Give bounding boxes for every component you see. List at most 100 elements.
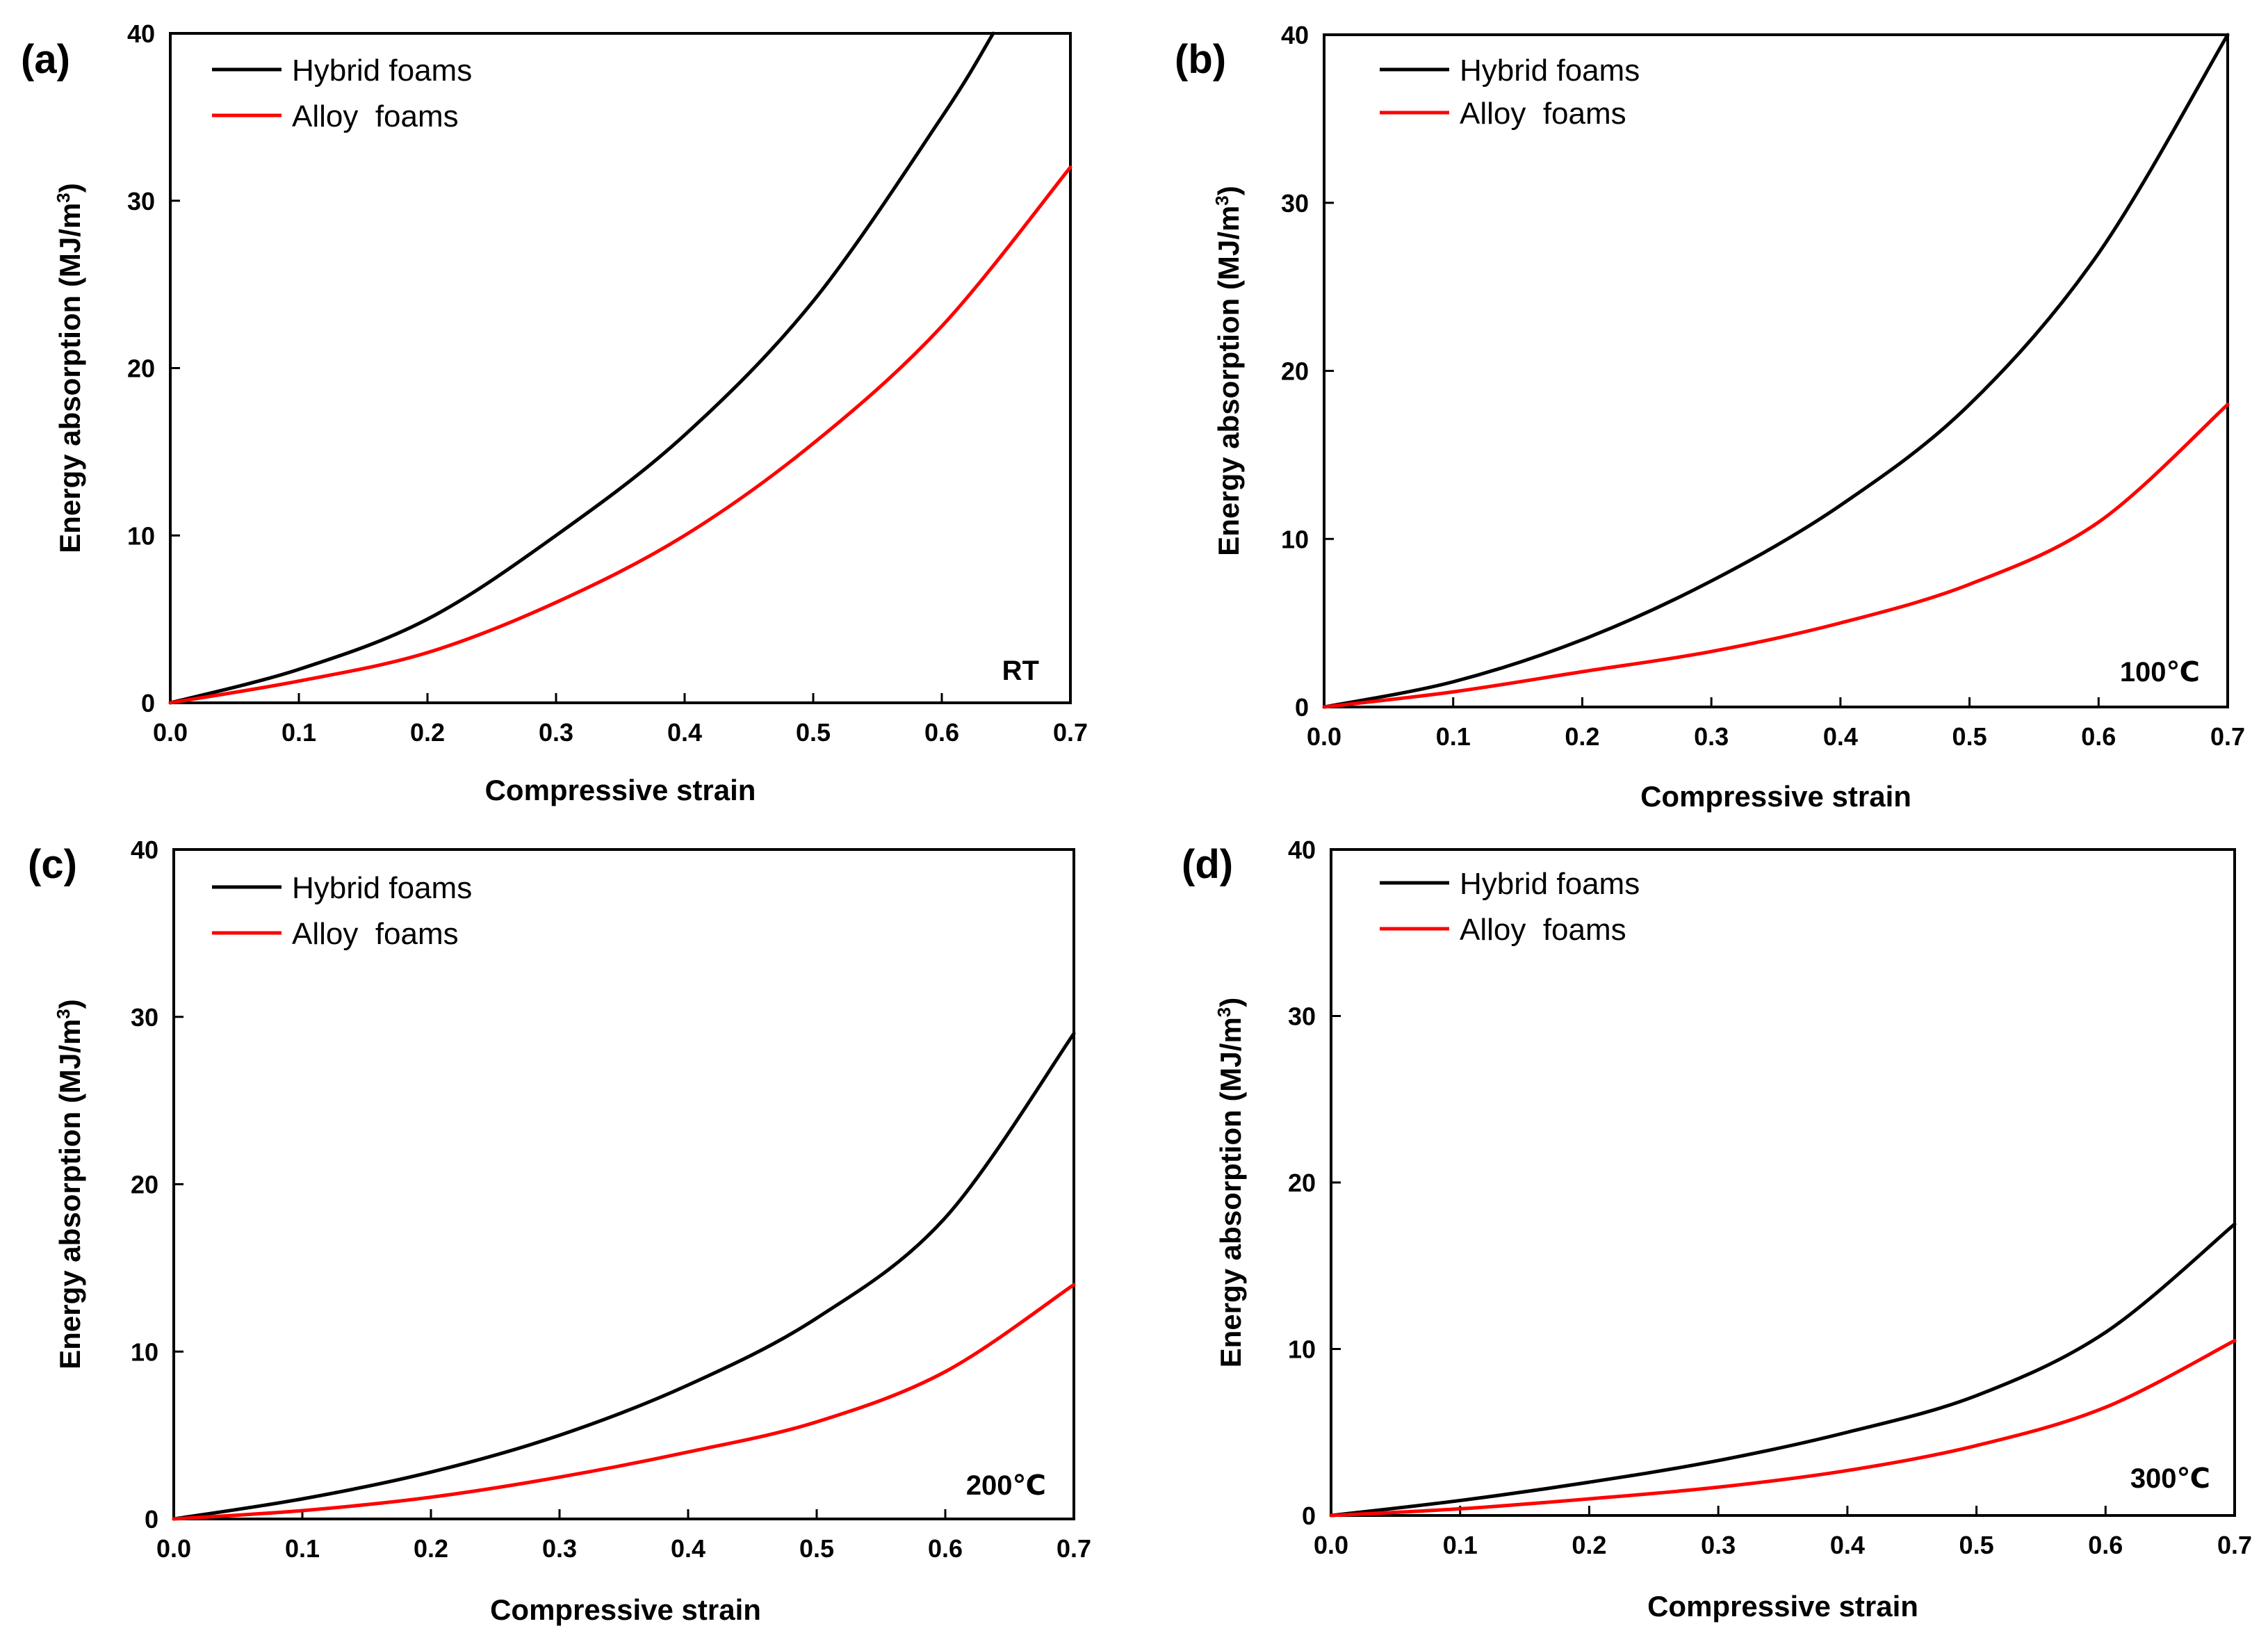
y-tick-label: 30 bbox=[127, 187, 155, 216]
x-tick-label: 0.1 bbox=[282, 718, 316, 747]
y-tick-label: 0 bbox=[1302, 1502, 1316, 1530]
y-tick-label: 30 bbox=[1281, 189, 1309, 218]
x-tick-label: 0.5 bbox=[796, 718, 831, 747]
y-tick-label: 20 bbox=[1281, 357, 1309, 386]
x-tick-label: 0.3 bbox=[542, 1534, 577, 1563]
x-axis-title: Compressive strain bbox=[1640, 780, 1911, 813]
y-axis-title-text: Energy absorption (MJ/m bbox=[1214, 1017, 1247, 1367]
legend: Hybrid foams Alloy foams bbox=[212, 54, 472, 133]
panel-label: (c) bbox=[28, 842, 77, 887]
y-tick-label: 20 bbox=[131, 1171, 158, 1199]
y-tick-label: 30 bbox=[131, 1003, 158, 1032]
x-tick-label: 0.6 bbox=[928, 1534, 963, 1563]
axis-ticks: 0.0 0.1 0.2 0.3 0.4 0.5 0.6 0.7 0 10 20 30 40 bbox=[131, 836, 1091, 1563]
x-tick-label: 0.7 bbox=[1057, 1534, 1091, 1563]
data-series bbox=[172, 1032, 1076, 1521]
x-tick-label: 0.3 bbox=[1694, 722, 1729, 751]
x-tick-label: 0.4 bbox=[1830, 1531, 1865, 1559]
x-tick-label: 0.0 bbox=[1314, 1531, 1348, 1559]
y-tick-label: 20 bbox=[127, 355, 155, 383]
y-axis-title-close: ) bbox=[54, 999, 86, 1009]
legend-label-hybrid: Hybrid foams bbox=[292, 871, 472, 905]
x-tick-label: 0.4 bbox=[667, 718, 702, 747]
x-tick-label: 0.1 bbox=[1436, 722, 1471, 751]
x-tick-label: 0.2 bbox=[414, 1534, 448, 1563]
temperature-annotation: 200℃ bbox=[966, 1470, 1046, 1501]
data-series bbox=[1322, 33, 2230, 709]
x-tick-label: 0.6 bbox=[2088, 1531, 2123, 1559]
y-tick-label: 40 bbox=[127, 19, 155, 48]
y-tick-label: 30 bbox=[1288, 1002, 1316, 1031]
y-tick-label: 10 bbox=[131, 1338, 158, 1366]
legend: Hybrid foams Alloy foams bbox=[1380, 867, 1640, 947]
temperature-annotation: 100℃ bbox=[2120, 657, 2200, 688]
y-tick-label: 10 bbox=[1281, 525, 1309, 553]
panel-d: (d) 300℃ Compressive strain Energy absor… bbox=[1182, 836, 2252, 1623]
legend-label-hybrid: Hybrid foams bbox=[292, 54, 472, 88]
y-axis-title: Energy absorption (MJ/m3) bbox=[1214, 998, 1247, 1368]
data-series bbox=[168, 31, 1072, 705]
x-tick-label: 0.7 bbox=[2217, 1531, 2252, 1559]
y-tick-label: 0 bbox=[145, 1505, 158, 1534]
y-axis-title-superscript: 3 bbox=[53, 193, 74, 202]
axis-ticks: 0.0 0.1 0.2 0.3 0.4 0.5 0.6 0.7 0 10 20 30 40 bbox=[1288, 836, 2252, 1559]
x-tick-label: 0.7 bbox=[2210, 722, 2245, 751]
series-alloy-foams-line bbox=[172, 1283, 1076, 1521]
y-tick-label: 40 bbox=[1288, 836, 1316, 864]
y-tick-label: 40 bbox=[131, 836, 158, 864]
temperature-annotation: RT bbox=[1002, 656, 1039, 686]
y-axis-title-text: Energy absorption (MJ/m bbox=[1212, 206, 1245, 556]
panel-c: (c) 200℃ Compressive strain Energy absor… bbox=[28, 836, 1091, 1626]
x-tick-label: 0.1 bbox=[285, 1534, 320, 1563]
panel-label: (a) bbox=[21, 37, 70, 82]
axis-ticks: 0.0 0.1 0.2 0.3 0.4 0.5 0.6 0.7 0 10 20 30 40 bbox=[127, 19, 1088, 747]
y-axis-title: Energy absorption (MJ/m3) bbox=[53, 183, 86, 553]
y-axis-title-text: Energy absorption (MJ/m bbox=[54, 1019, 86, 1369]
series-hybrid-foams-line bbox=[1322, 33, 2230, 709]
x-tick-label: 0.5 bbox=[1959, 1531, 1994, 1559]
x-tick-label: 0.5 bbox=[1952, 722, 1987, 751]
legend-label-alloy: Alloy foams bbox=[1460, 97, 1626, 131]
y-axis-title-superscript: 3 bbox=[1214, 1007, 1234, 1017]
data-series bbox=[1329, 1222, 2237, 1518]
x-tick-label: 0.2 bbox=[1572, 1531, 1606, 1559]
y-tick-label: 0 bbox=[141, 689, 155, 717]
x-tick-label: 0.5 bbox=[799, 1534, 834, 1563]
x-tick-label: 0.3 bbox=[539, 718, 573, 747]
x-axis-title: Compressive strain bbox=[485, 774, 756, 806]
y-axis-title-superscript: 3 bbox=[53, 1009, 74, 1018]
x-tick-label: 0.2 bbox=[1565, 722, 1599, 751]
panel-label: (d) bbox=[1182, 842, 1233, 887]
series-alloy-foams-line bbox=[168, 165, 1072, 705]
x-tick-label: 0.4 bbox=[1823, 722, 1858, 751]
y-axis-title-superscript: 3 bbox=[1211, 195, 1232, 205]
legend-label-hybrid: Hybrid foams bbox=[1460, 867, 1640, 901]
y-tick-label: 20 bbox=[1288, 1169, 1316, 1197]
series-alloy-foams-line bbox=[1322, 403, 2230, 709]
x-tick-label: 0.0 bbox=[156, 1534, 191, 1563]
y-tick-label: 10 bbox=[127, 521, 155, 550]
x-tick-label: 0.6 bbox=[2081, 722, 2116, 751]
axis-ticks: 0.0 0.1 0.2 0.3 0.4 0.5 0.6 0.7 0 10 20 30 40 bbox=[1281, 21, 2245, 751]
x-tick-label: 0.3 bbox=[1701, 1531, 1736, 1559]
panel-b: (b) 100℃ Compressive strain Energy absor… bbox=[1175, 21, 2245, 813]
legend-label-alloy: Alloy foams bbox=[292, 99, 459, 133]
y-tick-label: 10 bbox=[1288, 1335, 1316, 1364]
x-tick-label: 0.1 bbox=[1443, 1531, 1478, 1559]
y-axis-title: Energy absorption (MJ/m3) bbox=[1211, 186, 1245, 556]
panel-a: (a) RT Compressive strain Energy absorpt… bbox=[21, 19, 1088, 806]
legend: Hybrid foams Alloy foams bbox=[1380, 54, 1640, 131]
x-tick-label: 0.0 bbox=[153, 718, 188, 747]
x-tick-label: 0.7 bbox=[1053, 718, 1088, 747]
y-axis-title-text: Energy absorption (MJ/m bbox=[54, 203, 86, 553]
x-tick-label: 0.6 bbox=[924, 718, 959, 747]
panel-label: (b) bbox=[1175, 37, 1226, 82]
temperature-annotation: 300℃ bbox=[2130, 1463, 2210, 1494]
legend-label-alloy: Alloy foams bbox=[292, 917, 459, 951]
x-tick-label: 0.4 bbox=[671, 1534, 705, 1563]
legend-label-hybrid: Hybrid foams bbox=[1460, 54, 1640, 88]
series-hybrid-foams-line bbox=[172, 1032, 1076, 1521]
y-axis-title-close: ) bbox=[1212, 186, 1245, 195]
